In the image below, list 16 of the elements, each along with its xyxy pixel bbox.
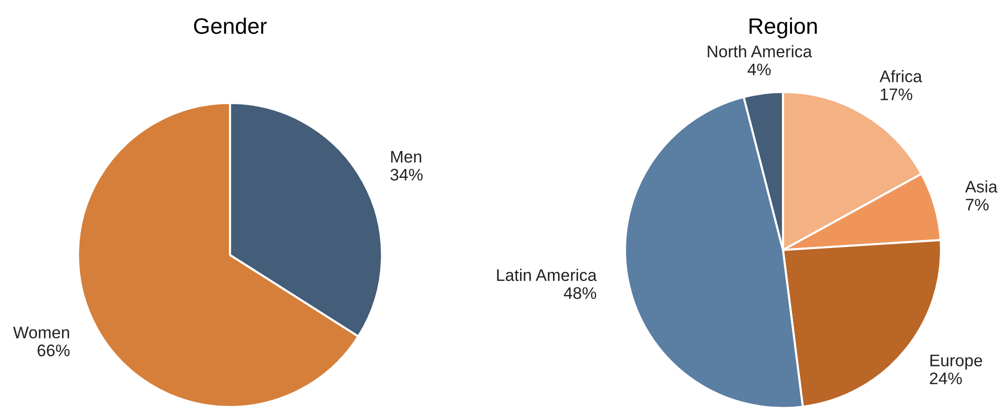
data-label: 4% bbox=[748, 64, 771, 76]
chart-title: Gender bbox=[194, 18, 267, 34]
data-label: 66% bbox=[38, 344, 70, 356]
data-label: 17% bbox=[880, 88, 912, 100]
data-label: 7% bbox=[966, 198, 989, 210]
slice-label: Women bbox=[13, 326, 70, 338]
chart-title: Region bbox=[750, 18, 817, 38]
slice-label: Latin America bbox=[497, 268, 597, 282]
slice-label: North America bbox=[708, 45, 812, 58]
data-label: 24% bbox=[930, 372, 962, 384]
slice-label: Europe bbox=[930, 354, 982, 370]
data-label: 48% bbox=[564, 287, 596, 299]
slice-label: Men bbox=[391, 150, 422, 163]
slice-label: Africa bbox=[880, 70, 922, 82]
data-label: 34% bbox=[390, 168, 423, 181]
slice-label: Asia bbox=[965, 180, 998, 193]
